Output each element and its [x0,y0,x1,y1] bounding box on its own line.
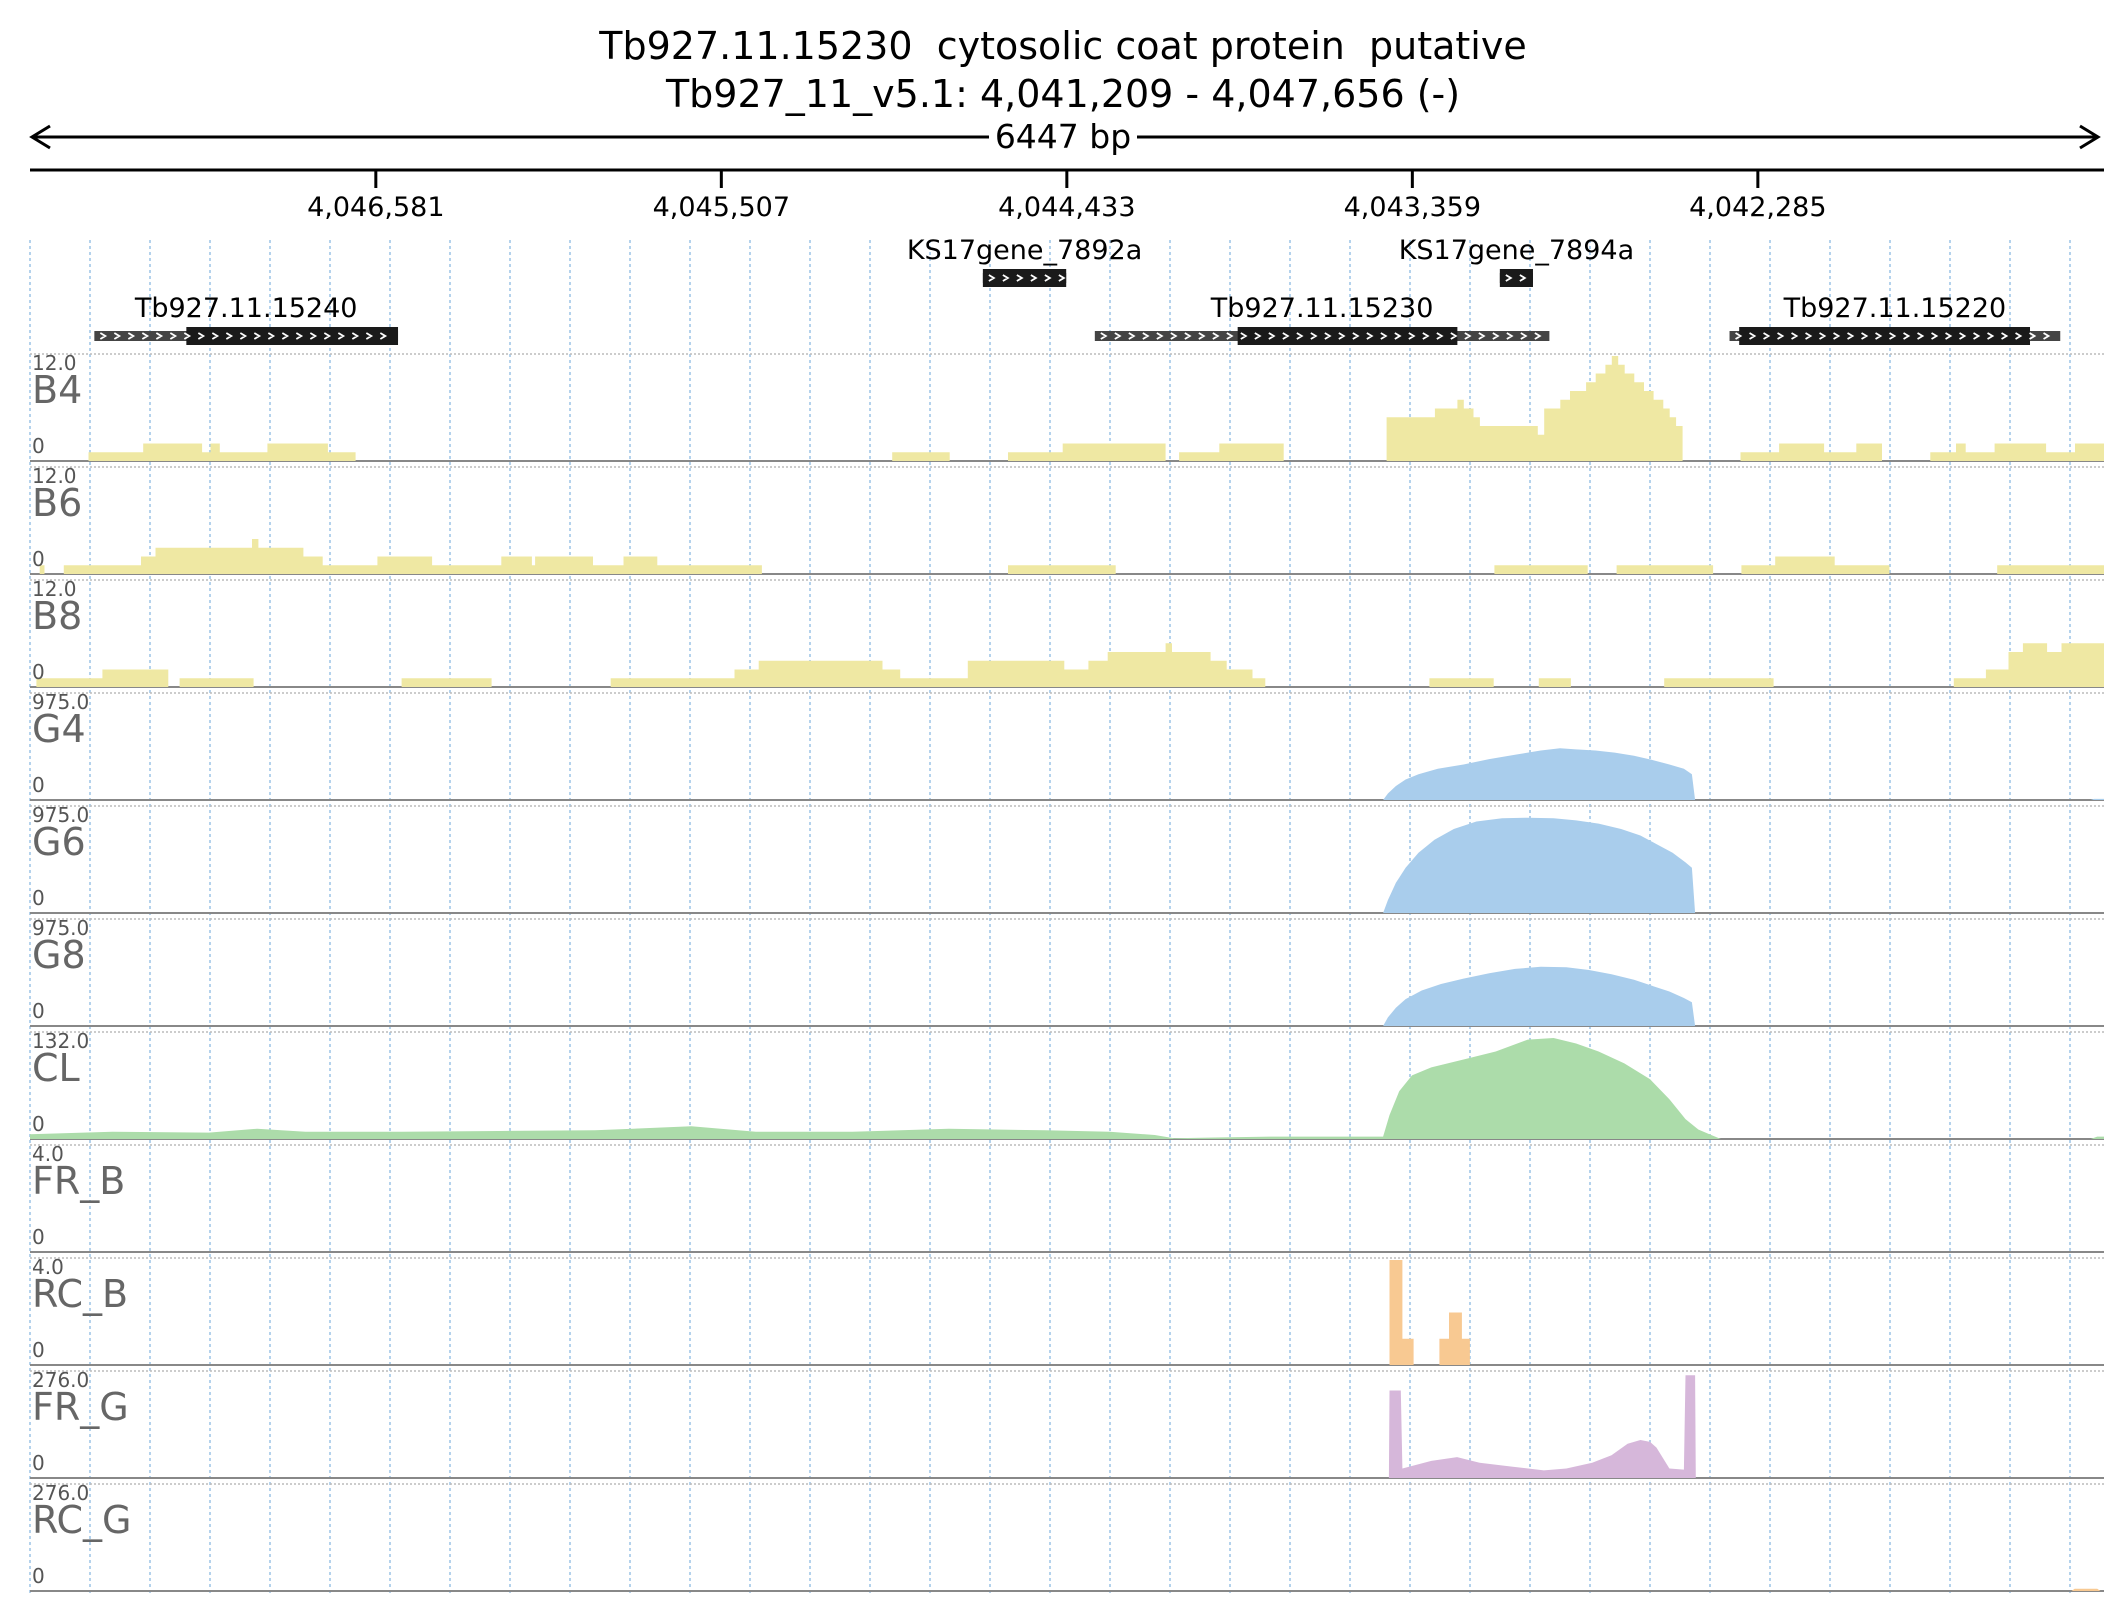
grid-lines [29,240,2071,1595]
track-ymax-label: 975.0 [32,690,89,714]
track-rc-b: 4.0RC_B 0 [30,1255,2104,1366]
track-name-label: CL [32,1046,80,1090]
location-title: Tb927_11_v5.1: 4,041,209 - 4,047,656 (-) [665,72,1461,116]
gene-features: KS17gene_7892a KS17gene_7894a Tb927.11.152… [94,235,2061,345]
track-ymax-label: 12.0 [32,351,77,375]
track-ymin-label: 0 [32,660,45,684]
track-b8: 12.0B8 0 [30,577,2105,688]
track-ymin-label: 0 [32,999,45,1023]
gene-cds [982,269,1067,287]
track-ymin-label: 0 [32,1564,45,1588]
span-arrow-right-head [2079,124,2101,150]
track-ymin-label: 0 [32,1225,45,1249]
gene-cds [186,327,399,345]
ruler-tick-label: 4,043,359 [1344,192,1481,223]
gene-cds [1237,327,1458,345]
ruler-tick-label: 4,044,433 [998,192,1135,223]
coverage-signal [30,817,2104,913]
track-ymax-label: 12.0 [32,464,77,488]
gene-feature: Tb927.11.15220 [1729,293,2061,345]
ruler-tick-label: 4,045,507 [653,192,790,223]
track-ymin-label: 0 [32,1338,45,1362]
track-name-label: G8 [32,933,86,977]
gene-label: KS17gene_7892a [907,235,1142,266]
track-fr-b: 4.0FR_B 0 [30,1142,2104,1253]
track-name-label: RC_B [32,1272,128,1316]
track-ymax-label: 4.0 [32,1255,64,1279]
gene-feature: Tb927.11.15230 [1094,293,1550,345]
coverage-signal [36,539,2105,574]
gene-title: Tb927.11.15230 cytosolic coat protein pu… [599,24,1527,68]
coverage-signal [30,966,2104,1026]
track-name-label: FR_B [32,1159,125,1203]
track-ymin-label: 0 [32,434,45,458]
gene-label: Tb927.11.15230 [1210,293,1434,324]
track-ymax-label: 4.0 [32,1142,64,1166]
track-ymin-label: 0 [32,1112,45,1136]
strand-chevrons [1735,332,2051,340]
gene-feature: KS17gene_7892a [907,235,1142,287]
gene-feature: Tb927.11.15240 [94,293,399,345]
coverage-signal [30,1038,2104,1139]
track-rc-g: 276.0RC_G 0 [30,1481,2104,1592]
track-name-label: RC_G [32,1498,132,1542]
span-arrow-left-head [29,124,51,150]
gene-feature: KS17gene_7894a [1399,235,1634,287]
coverage-signal [30,1375,2104,1478]
coverage-signal [33,643,2105,687]
coverage-signal [85,356,2104,461]
strand-chevrons [1100,332,1542,340]
gene-label: Tb927.11.15220 [1783,293,2007,324]
track-name-label: G6 [32,820,86,864]
ruler-tick-label: 4,042,285 [1689,192,1826,223]
track-g6: 975.0G6 0 [30,803,2104,914]
coverage-signal [30,748,2104,800]
viewer-header: Tb927.11.15230 cytosolic coat protein pu… [0,0,2126,240]
track-ymax-label: 975.0 [32,916,89,940]
track-name-label: B4 [32,368,82,412]
span-length-label: 6447 bp [0,117,2126,157]
track-name-label: B6 [32,481,82,525]
track-g4: 975.0G4 0 [30,690,2104,801]
track-ymax-label: 132.0 [32,1029,89,1053]
coverage-signal [30,1260,2104,1365]
track-b6: 12.0B6 0 [30,464,2105,575]
track-ymin-label: 0 [32,886,45,910]
track-g8: 975.0G8 0 [30,916,2104,1027]
track-ymin-label: 0 [32,547,45,571]
coordinate-ruler: 4,046,581 4,045,507 4,044,433 4,043,359 4,04… [30,168,2104,223]
track-ymin-label: 0 [32,1451,45,1475]
strand-chevrons [1505,274,1527,282]
track-ymax-label: 276.0 [32,1481,89,1505]
track-name-label: B8 [32,594,82,638]
track-ymax-label: 276.0 [32,1368,89,1392]
track-name-label: G4 [32,707,86,751]
ruler-tick-label: 4,046,581 [307,192,444,223]
strand-chevrons [988,274,1066,282]
gene-cds [1739,327,2031,345]
track-cl: 132.0CL 0 [30,1029,2104,1140]
track-ymax-label: 975.0 [32,803,89,827]
gene-label: Tb927.11.15240 [134,293,358,324]
track-ymax-label: 12.0 [32,577,77,601]
gene-cds [1499,269,1533,287]
track-b4: 12.0B4 0 [30,351,2104,462]
track-name-label: FR_G [32,1385,129,1429]
track-ymin-label: 0 [32,773,45,797]
strand-chevrons [99,332,388,340]
track-fr-g: 276.0FR_G 0 [30,1368,2104,1479]
gene-label: KS17gene_7894a [1399,235,1634,266]
